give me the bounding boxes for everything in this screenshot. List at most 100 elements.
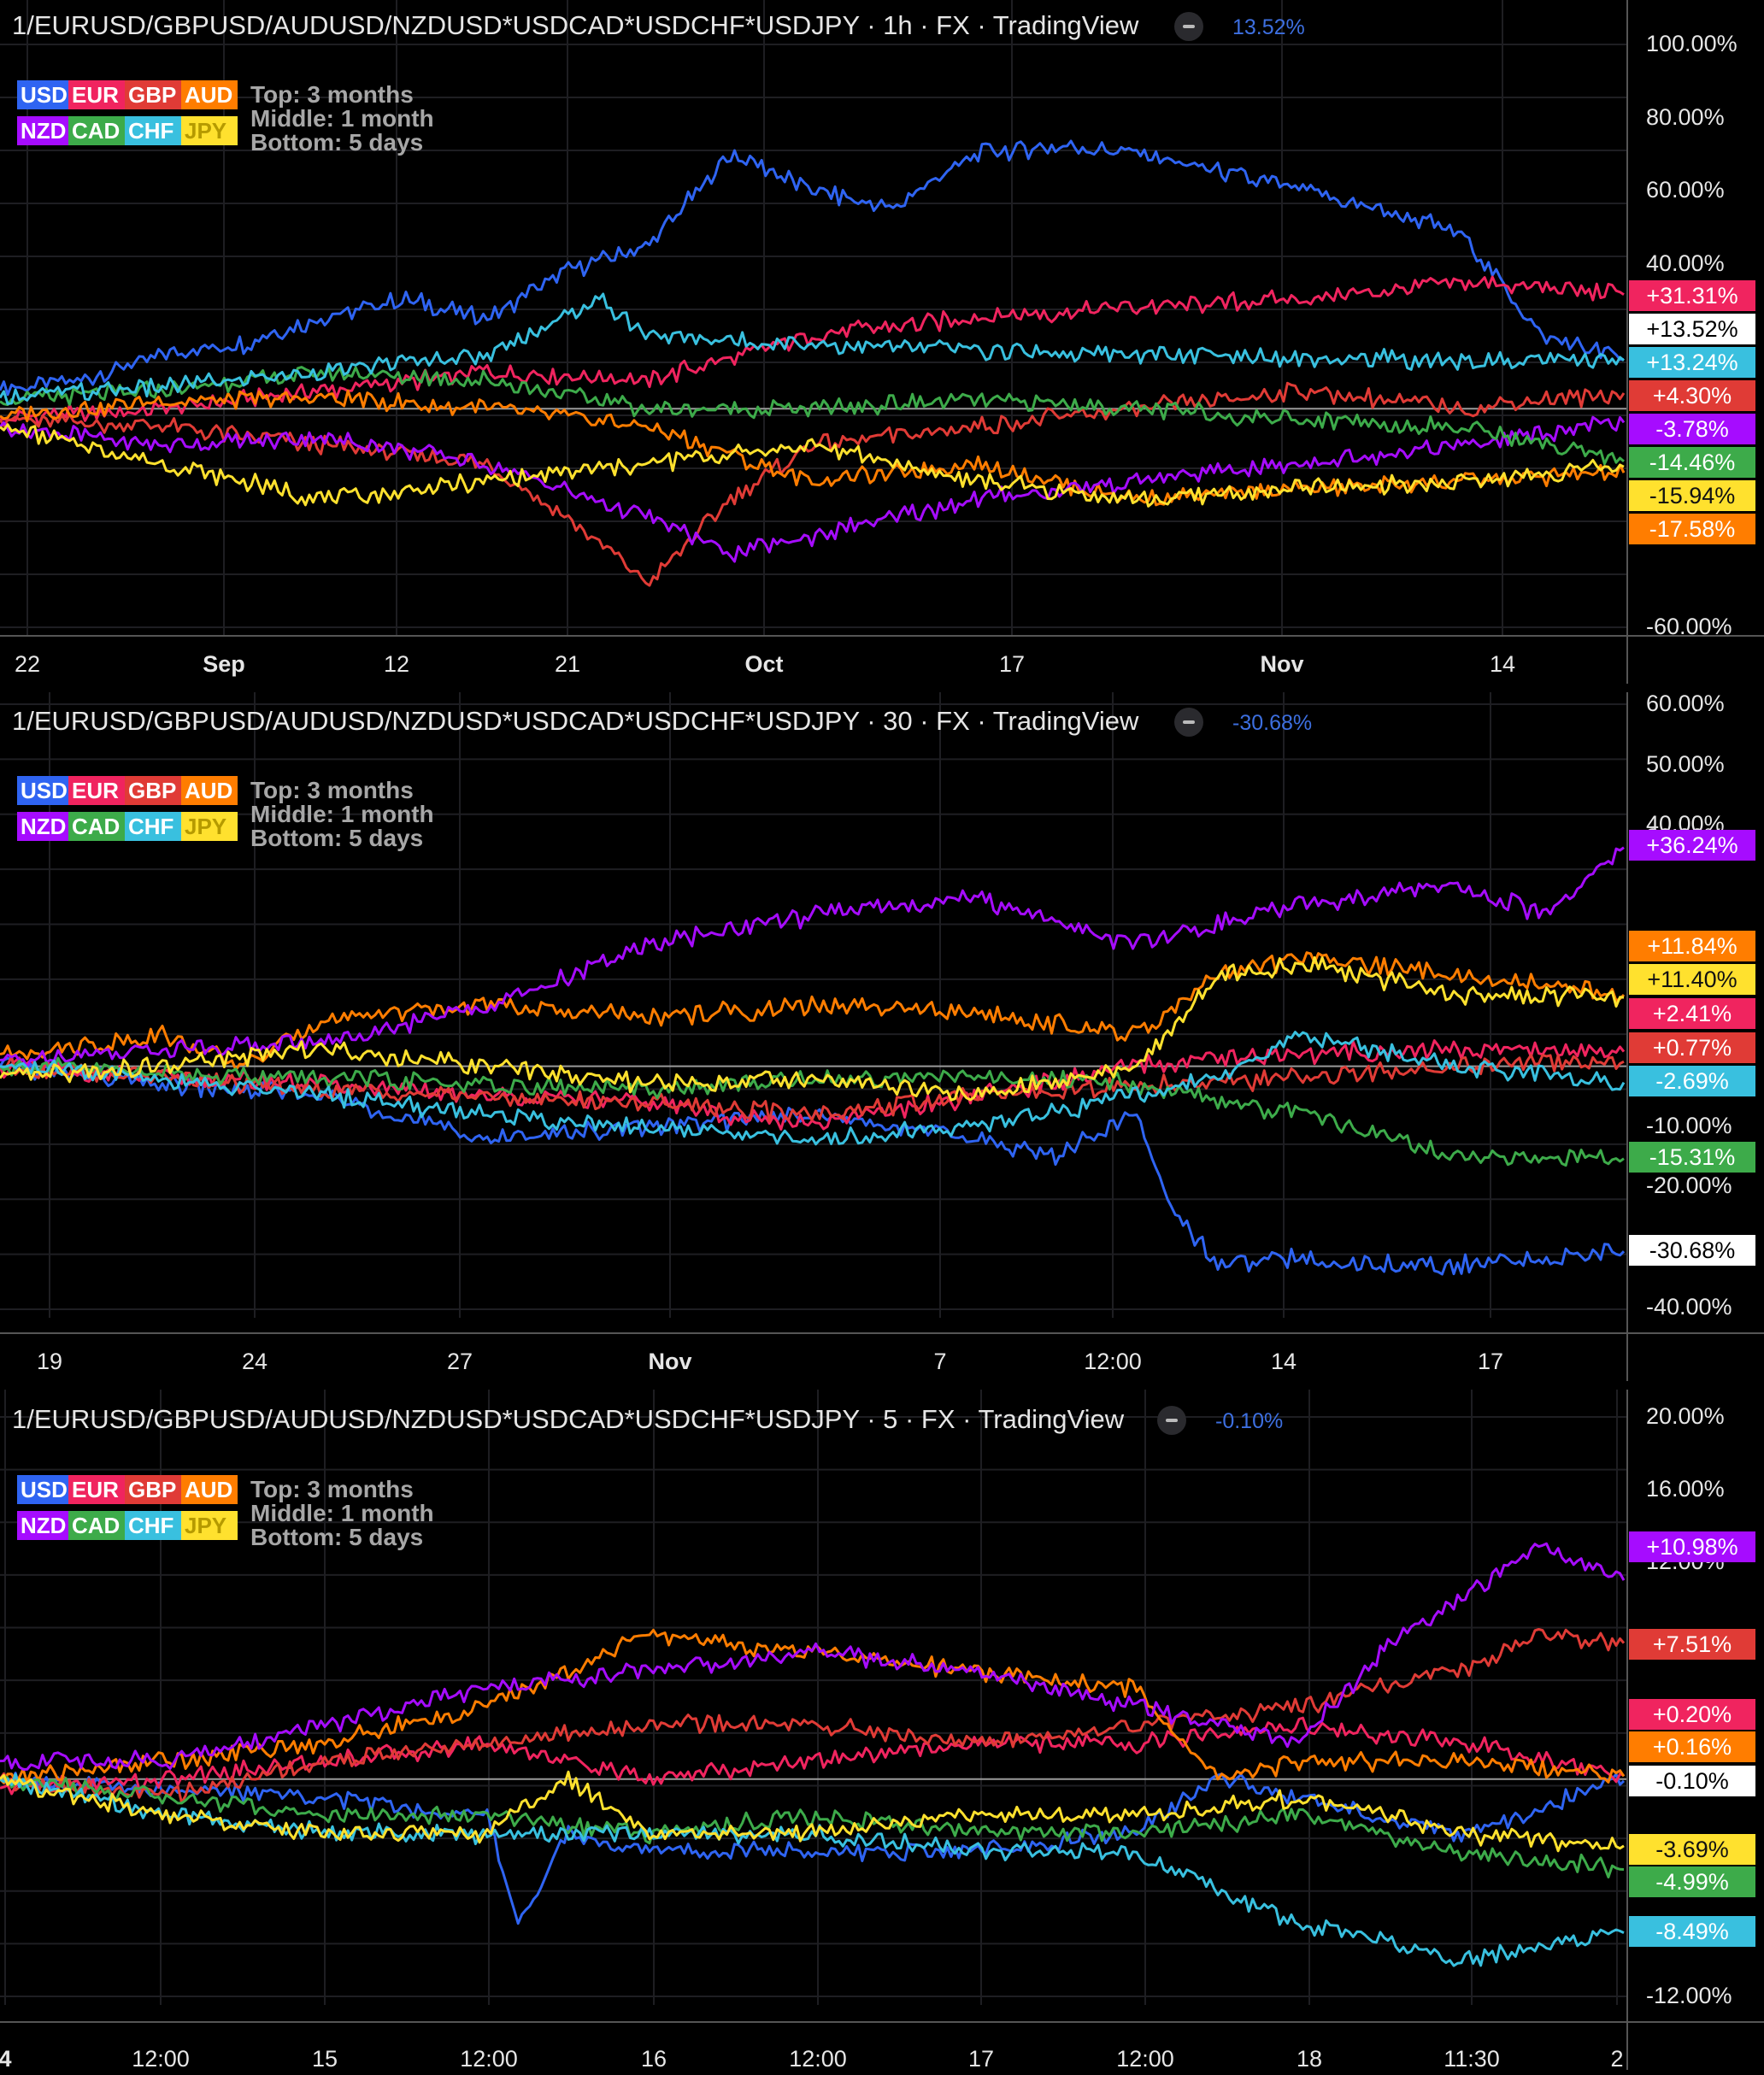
collapse-button[interactable] xyxy=(1157,1406,1186,1435)
price-label-nzd: +36.24% xyxy=(1629,830,1755,861)
grid xyxy=(0,692,1627,1318)
chart-panel-bottom[interactable]: 1/EURUSD/GBPUSD/AUDUSD/NZDUSD*USDCAD*USD… xyxy=(0,1390,1764,2075)
x-tick-label: 12 xyxy=(383,651,410,677)
x-tick-label: 11:30 xyxy=(1444,2046,1500,2072)
timeframe-note: Top: 3 months Middle: 1 month Bottom: 5 … xyxy=(250,83,434,155)
legend-tag-usd: USD xyxy=(17,776,68,805)
legend-tag-nzd: NZD xyxy=(17,116,68,145)
price-label-nzd: +10.98% xyxy=(1629,1531,1755,1562)
price-label-cad: -14.46% xyxy=(1629,447,1755,478)
x-tick-label: 12:00 xyxy=(1084,1349,1142,1374)
currency-legend: USD EUR GBP AUD NZD CAD CHF JPY xyxy=(17,1475,238,1547)
price-label-jpy: -15.94% xyxy=(1629,480,1755,511)
price-label-eur: +2.41% xyxy=(1629,998,1755,1029)
series-line-nzd xyxy=(0,415,1626,563)
price-label-usd: -0.10% xyxy=(1629,1766,1755,1796)
note-bottom: Bottom: 5 days xyxy=(250,825,424,851)
price-label-nzd: -3.78% xyxy=(1629,414,1755,444)
price-label-aud: +11.84% xyxy=(1629,931,1755,961)
series-line-chf xyxy=(0,1772,1625,1967)
x-tick-label: 12:00 xyxy=(1116,2046,1174,2072)
chart-panel-top[interactable]: 1/EURUSD/GBPUSD/AUDUSD/NZDUSD*USDCAD*USD… xyxy=(0,0,1764,692)
note-top: Top: 3 months xyxy=(250,81,414,108)
note-top: Top: 3 months xyxy=(250,777,414,803)
currency-legend: USD EUR GBP AUD NZD CAD CHF JPY xyxy=(17,80,238,152)
series-line-chf xyxy=(0,1031,1626,1146)
price-label-usd: +13.52% xyxy=(1629,314,1755,344)
legend-tag-usd: USD xyxy=(17,80,68,109)
note-middle: Middle: 1 month xyxy=(250,1500,434,1526)
price-label-jpy: +11.40% xyxy=(1629,964,1755,995)
legend-tag-eur: EUR xyxy=(68,1475,125,1504)
chart-plot-top[interactable] xyxy=(0,0,1764,692)
legend-tag-eur: EUR xyxy=(68,80,125,109)
chart-plot-middle[interactable] xyxy=(0,692,1764,1390)
x-tick-label: Nov xyxy=(1260,651,1304,677)
legend-tag-jpy: JPY xyxy=(181,812,238,841)
price-label-chf: -2.69% xyxy=(1629,1066,1755,1096)
price-label-gbp: +7.51% xyxy=(1629,1629,1755,1660)
x-tick-label: 17 xyxy=(1477,1349,1504,1374)
grid xyxy=(0,1390,1627,2005)
legend-tag-cad: CAD xyxy=(68,116,125,145)
price-label-chf: +13.24% xyxy=(1629,347,1755,378)
price-label-chf: -8.49% xyxy=(1629,1916,1755,1947)
timeframe-note: Top: 3 months Middle: 1 month Bottom: 5 … xyxy=(250,779,434,850)
series-line-eur xyxy=(0,1716,1625,1796)
y-tick-label: 80.00% xyxy=(1646,104,1725,130)
legend-tag-gbp: GBP xyxy=(125,776,181,805)
x-tick-label: Sep xyxy=(203,651,245,677)
y-tick-label: 60.00% xyxy=(1646,177,1725,203)
y-tick-label: -60.00% xyxy=(1646,614,1732,639)
x-tick-label: 16 xyxy=(640,2046,667,2072)
series-line-eur xyxy=(0,275,1625,426)
y-tick-label: 100.00% xyxy=(1646,31,1738,56)
series-line-gbp xyxy=(0,381,1626,587)
note-bottom: Bottom: 5 days xyxy=(250,129,424,156)
x-tick-label: 21 xyxy=(554,651,581,677)
chart-title: 1/EURUSD/GBPUSD/AUDUSD/NZDUSD*USDCAD*USD… xyxy=(12,10,1139,40)
legend-tag-aud: AUD xyxy=(181,776,238,805)
y-tick-label: -40.00% xyxy=(1646,1294,1732,1320)
x-tick-label: 19 xyxy=(36,1349,63,1374)
chart-plot-bottom[interactable] xyxy=(0,1390,1764,2075)
series-line-nzd xyxy=(0,846,1625,1068)
x-tick-label: 7 xyxy=(933,1349,947,1374)
currency-legend: USD EUR GBP AUD NZD CAD CHF JPY xyxy=(17,776,238,848)
price-label-jpy: -3.69% xyxy=(1629,1834,1755,1865)
x-tick-label: 2 xyxy=(1610,2046,1624,2072)
x-tick-label: 12:00 xyxy=(460,2046,518,2072)
y-tick-label: -12.00% xyxy=(1646,1983,1732,2008)
legend-tag-chf: CHF xyxy=(125,1511,181,1540)
note-middle: Middle: 1 month xyxy=(250,105,434,132)
y-tick-label: 40.00% xyxy=(1646,250,1725,276)
x-tick-label: Nov xyxy=(648,1349,692,1374)
price-label-aud: -17.58% xyxy=(1629,514,1755,544)
legend-tag-usd: USD xyxy=(17,1475,68,1504)
price-label-cad: -15.31% xyxy=(1629,1142,1755,1173)
x-tick-label: 14 xyxy=(1270,1349,1297,1374)
x-tick-label: 12:00 xyxy=(132,2046,190,2072)
legend-tag-cad: CAD xyxy=(68,1511,125,1540)
collapse-button[interactable] xyxy=(1174,12,1203,41)
legend-tag-chf: CHF xyxy=(125,812,181,841)
chart-panel-middle[interactable]: 1/EURUSD/GBPUSD/AUDUSD/NZDUSD*USDCAD*USD… xyxy=(0,691,1764,1390)
x-tick-label: 22 xyxy=(14,651,41,677)
legend-tag-eur: EUR xyxy=(68,776,125,805)
price-label-usd: -30.68% xyxy=(1629,1235,1755,1266)
note-middle: Middle: 1 month xyxy=(250,801,434,827)
y-tick-label: -10.00% xyxy=(1646,1113,1732,1138)
series-line-jpy xyxy=(0,423,1625,508)
x-tick-label: 17 xyxy=(967,2046,995,2072)
x-tick-label: 15 xyxy=(311,2046,338,2072)
note-top: Top: 3 months xyxy=(250,1476,414,1502)
series-line-aud xyxy=(0,389,1626,507)
series-line-chf xyxy=(0,292,1625,405)
change-percent: 13.52% xyxy=(1232,15,1305,39)
change-percent: -30.68% xyxy=(1232,711,1313,735)
x-tick-label: 18 xyxy=(1296,2046,1323,2072)
timeframe-note: Top: 3 months Middle: 1 month Bottom: 5 … xyxy=(250,1478,434,1549)
collapse-button[interactable] xyxy=(1174,708,1203,737)
legend-tag-nzd: NZD xyxy=(17,1511,68,1540)
x-tick-label: 12:00 xyxy=(789,2046,847,2072)
